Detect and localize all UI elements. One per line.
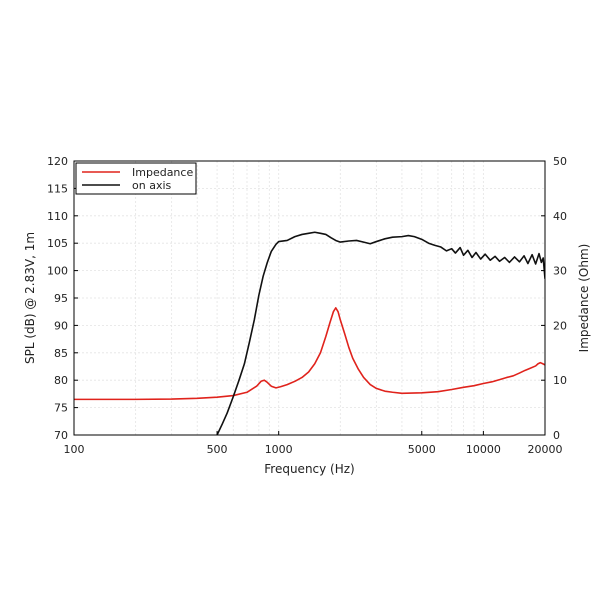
legend: Impedance on axis — [75, 162, 197, 195]
y-tick-label: 95 — [54, 292, 68, 305]
legend-label-impedance: Impedance — [132, 166, 193, 179]
x-tick-label: 500 — [207, 443, 228, 456]
y-tick-label: 120 — [47, 155, 68, 168]
y-tick-label: 80 — [54, 374, 68, 387]
y-tick-label: 75 — [54, 402, 68, 415]
tick-labels: 100 500 1000 5000 10000 200007075808590951001… — [47, 155, 567, 456]
y-tick-label: 100 — [47, 265, 68, 278]
x-tick-label: 10000 — [466, 443, 501, 456]
y-tick-label: 70 — [54, 429, 68, 442]
series-line-impedance — [74, 307, 545, 401]
y2-tick-label: 50 — [553, 155, 567, 168]
y-tick-label: 85 — [54, 347, 68, 360]
legend-label-on-axis: on axis — [132, 179, 172, 192]
y2-tick-label: 30 — [553, 265, 567, 278]
y-tick-label: 90 — [54, 319, 68, 332]
y2-tick-label: 40 — [553, 210, 567, 223]
x-axis-title: Frequency (Hz) — [264, 462, 355, 476]
y2-axis-title: Impedance (Ohm) — [577, 244, 591, 353]
x-tick-label: 1000 — [265, 443, 293, 456]
series-line-on-axis — [216, 231, 545, 435]
y-tick-label: 105 — [47, 237, 68, 250]
x-tick-label: 100 — [64, 443, 85, 456]
grid — [74, 161, 545, 435]
y2-tick-label: 10 — [553, 374, 567, 387]
y-tick-label: 115 — [47, 182, 68, 195]
series-group — [74, 231, 545, 435]
legend-box — [75, 162, 197, 195]
y-axis-title: SPL (dB) @ 2.83V, 1m — [23, 232, 37, 364]
y2-tick-label: 20 — [553, 319, 567, 332]
x-tick-label: 20000 — [528, 443, 563, 456]
y-tick-label: 110 — [47, 210, 68, 223]
x-tick-label: 5000 — [408, 443, 436, 456]
y2-tick-label: 0 — [553, 429, 560, 442]
